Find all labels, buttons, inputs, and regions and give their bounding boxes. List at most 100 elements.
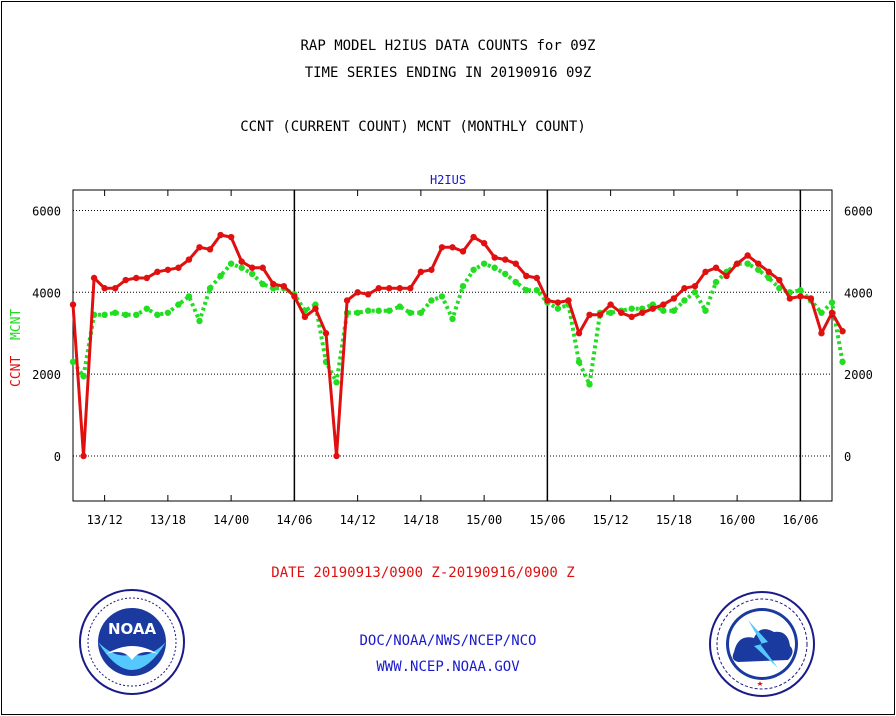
- data-point-mcnt: [628, 305, 635, 312]
- data-point-mcnt: [586, 381, 593, 388]
- data-point-mcnt: [164, 309, 172, 316]
- data-point-mcnt: [438, 293, 446, 300]
- data-point-ccnt: [133, 274, 140, 282]
- data-point-mcnt: [480, 260, 488, 267]
- data-point-mcnt: [69, 358, 77, 366]
- data-point-mcnt: [227, 260, 235, 267]
- data-point-ccnt: [818, 330, 825, 337]
- data-point-mcnt: [818, 309, 825, 316]
- x-tick-label: 14/12: [340, 513, 376, 527]
- data-point-mcnt: [765, 274, 772, 282]
- x-tick-label: 16/06: [782, 513, 818, 527]
- data-point-mcnt: [755, 266, 762, 273]
- data-point-ccnt: [744, 252, 751, 259]
- data-point-ccnt: [69, 301, 77, 308]
- data-point-ccnt: [755, 260, 762, 267]
- data-point-ccnt: [480, 239, 488, 247]
- x-tick-label: 13/12: [87, 513, 123, 527]
- data-point-mcnt: [691, 289, 699, 296]
- data-point-mcnt: [523, 287, 530, 294]
- data-point-ccnt: [491, 254, 498, 261]
- data-point-mcnt: [111, 309, 119, 316]
- data-point-mcnt: [364, 307, 372, 314]
- x-tick-label: 15/18: [656, 513, 692, 527]
- data-point-mcnt: [375, 307, 382, 314]
- data-point-ccnt: [617, 309, 625, 316]
- y-tick-label-right: 6000: [844, 204, 873, 218]
- y-tick-label-left: 0: [54, 450, 61, 464]
- y-tick-label-right: 0: [844, 450, 851, 464]
- data-point-ccnt: [196, 244, 203, 251]
- data-point-ccnt: [765, 268, 772, 276]
- x-tick-label: 15/06: [529, 513, 565, 527]
- data-point-mcnt: [259, 280, 266, 288]
- data-point-ccnt: [364, 291, 372, 298]
- data-point-mcnt: [607, 309, 614, 316]
- data-point-ccnt: [80, 452, 87, 460]
- y-tick-label-left: 4000: [32, 286, 61, 300]
- plot-border: [72, 189, 833, 502]
- data-point-mcnt: [417, 309, 425, 316]
- data-point-ccnt: [101, 285, 108, 292]
- data-point-mcnt: [554, 305, 562, 312]
- series-line-ccnt: [71, 233, 844, 458]
- data-point-ccnt: [428, 266, 435, 273]
- data-point-mcnt: [196, 317, 203, 325]
- website-link[interactable]: WWW.NCEP.NOAA.GOV: [376, 659, 520, 675]
- data-point-ccnt: [554, 299, 562, 306]
- chart-header-line1: RAP MODEL H2IUS DATA COUNTS for 09Z: [300, 38, 596, 54]
- data-point-mcnt: [386, 307, 393, 314]
- data-point-ccnt: [407, 285, 414, 292]
- data-point-ccnt: [227, 233, 235, 241]
- data-point-ccnt: [111, 285, 119, 292]
- y-axis-left: 0 2000 4000 6000: [32, 204, 61, 464]
- data-point-ccnt: [459, 248, 467, 255]
- data-point-mcnt: [470, 266, 477, 273]
- x-tick-label: 14/18: [403, 513, 439, 527]
- data-point-ccnt: [723, 272, 730, 280]
- chart-title: H2IUS: [430, 173, 466, 187]
- data-point-ccnt: [312, 305, 319, 312]
- chart-header-line3: CCNT (CURRENT COUNT) MCNT (MONTHLY COUNT…: [240, 119, 586, 135]
- data-point-mcnt: [206, 285, 214, 292]
- series-line-mcnt: [71, 261, 845, 387]
- data-point-ccnt: [639, 309, 646, 316]
- data-point-mcnt: [407, 309, 414, 316]
- data-point-ccnt: [143, 274, 150, 282]
- data-point-ccnt: [343, 297, 351, 304]
- data-point-mcnt: [154, 311, 161, 319]
- data-point-ccnt: [502, 256, 509, 263]
- data-point-ccnt: [586, 311, 593, 319]
- data-point-ccnt: [90, 274, 98, 282]
- series-ccnt: [69, 231, 846, 460]
- data-point-mcnt: [776, 285, 783, 292]
- data-point-ccnt: [607, 301, 614, 308]
- data-point-mcnt: [249, 270, 256, 278]
- data-point-ccnt: [417, 268, 425, 276]
- data-point-ccnt: [565, 297, 572, 304]
- data-point-ccnt: [839, 327, 846, 335]
- org-label: DOC/NOAA/NWS/NCEP/NCO: [359, 633, 537, 649]
- data-point-mcnt: [396, 303, 403, 310]
- data-point-ccnt: [533, 274, 541, 282]
- svg-text:NOAA: NOAA: [108, 620, 157, 638]
- data-point-mcnt: [175, 301, 182, 308]
- data-point-mcnt: [122, 311, 129, 319]
- x-axis: 13/12 13/18 14/00 14/06 14/12 14/18 15/00 15/06…: [87, 190, 818, 527]
- data-point-ccnt: [386, 285, 393, 292]
- y-axis-label: CCNT MCNT: [9, 309, 24, 387]
- data-point-ccnt: [681, 285, 688, 292]
- data-point-ccnt: [660, 301, 667, 308]
- y-axis-label-mcnt: MCNT: [9, 309, 24, 340]
- data-point-ccnt: [185, 256, 193, 263]
- data-point-ccnt: [291, 293, 298, 300]
- x-tick-label: 14/00: [213, 513, 249, 527]
- data-point-ccnt: [175, 264, 182, 271]
- data-point-ccnt: [375, 285, 382, 292]
- data-point-mcnt: [354, 309, 361, 316]
- data-point-mcnt: [428, 297, 435, 304]
- data-point-mcnt: [670, 307, 678, 314]
- y-tick-label-right: 2000: [844, 368, 873, 382]
